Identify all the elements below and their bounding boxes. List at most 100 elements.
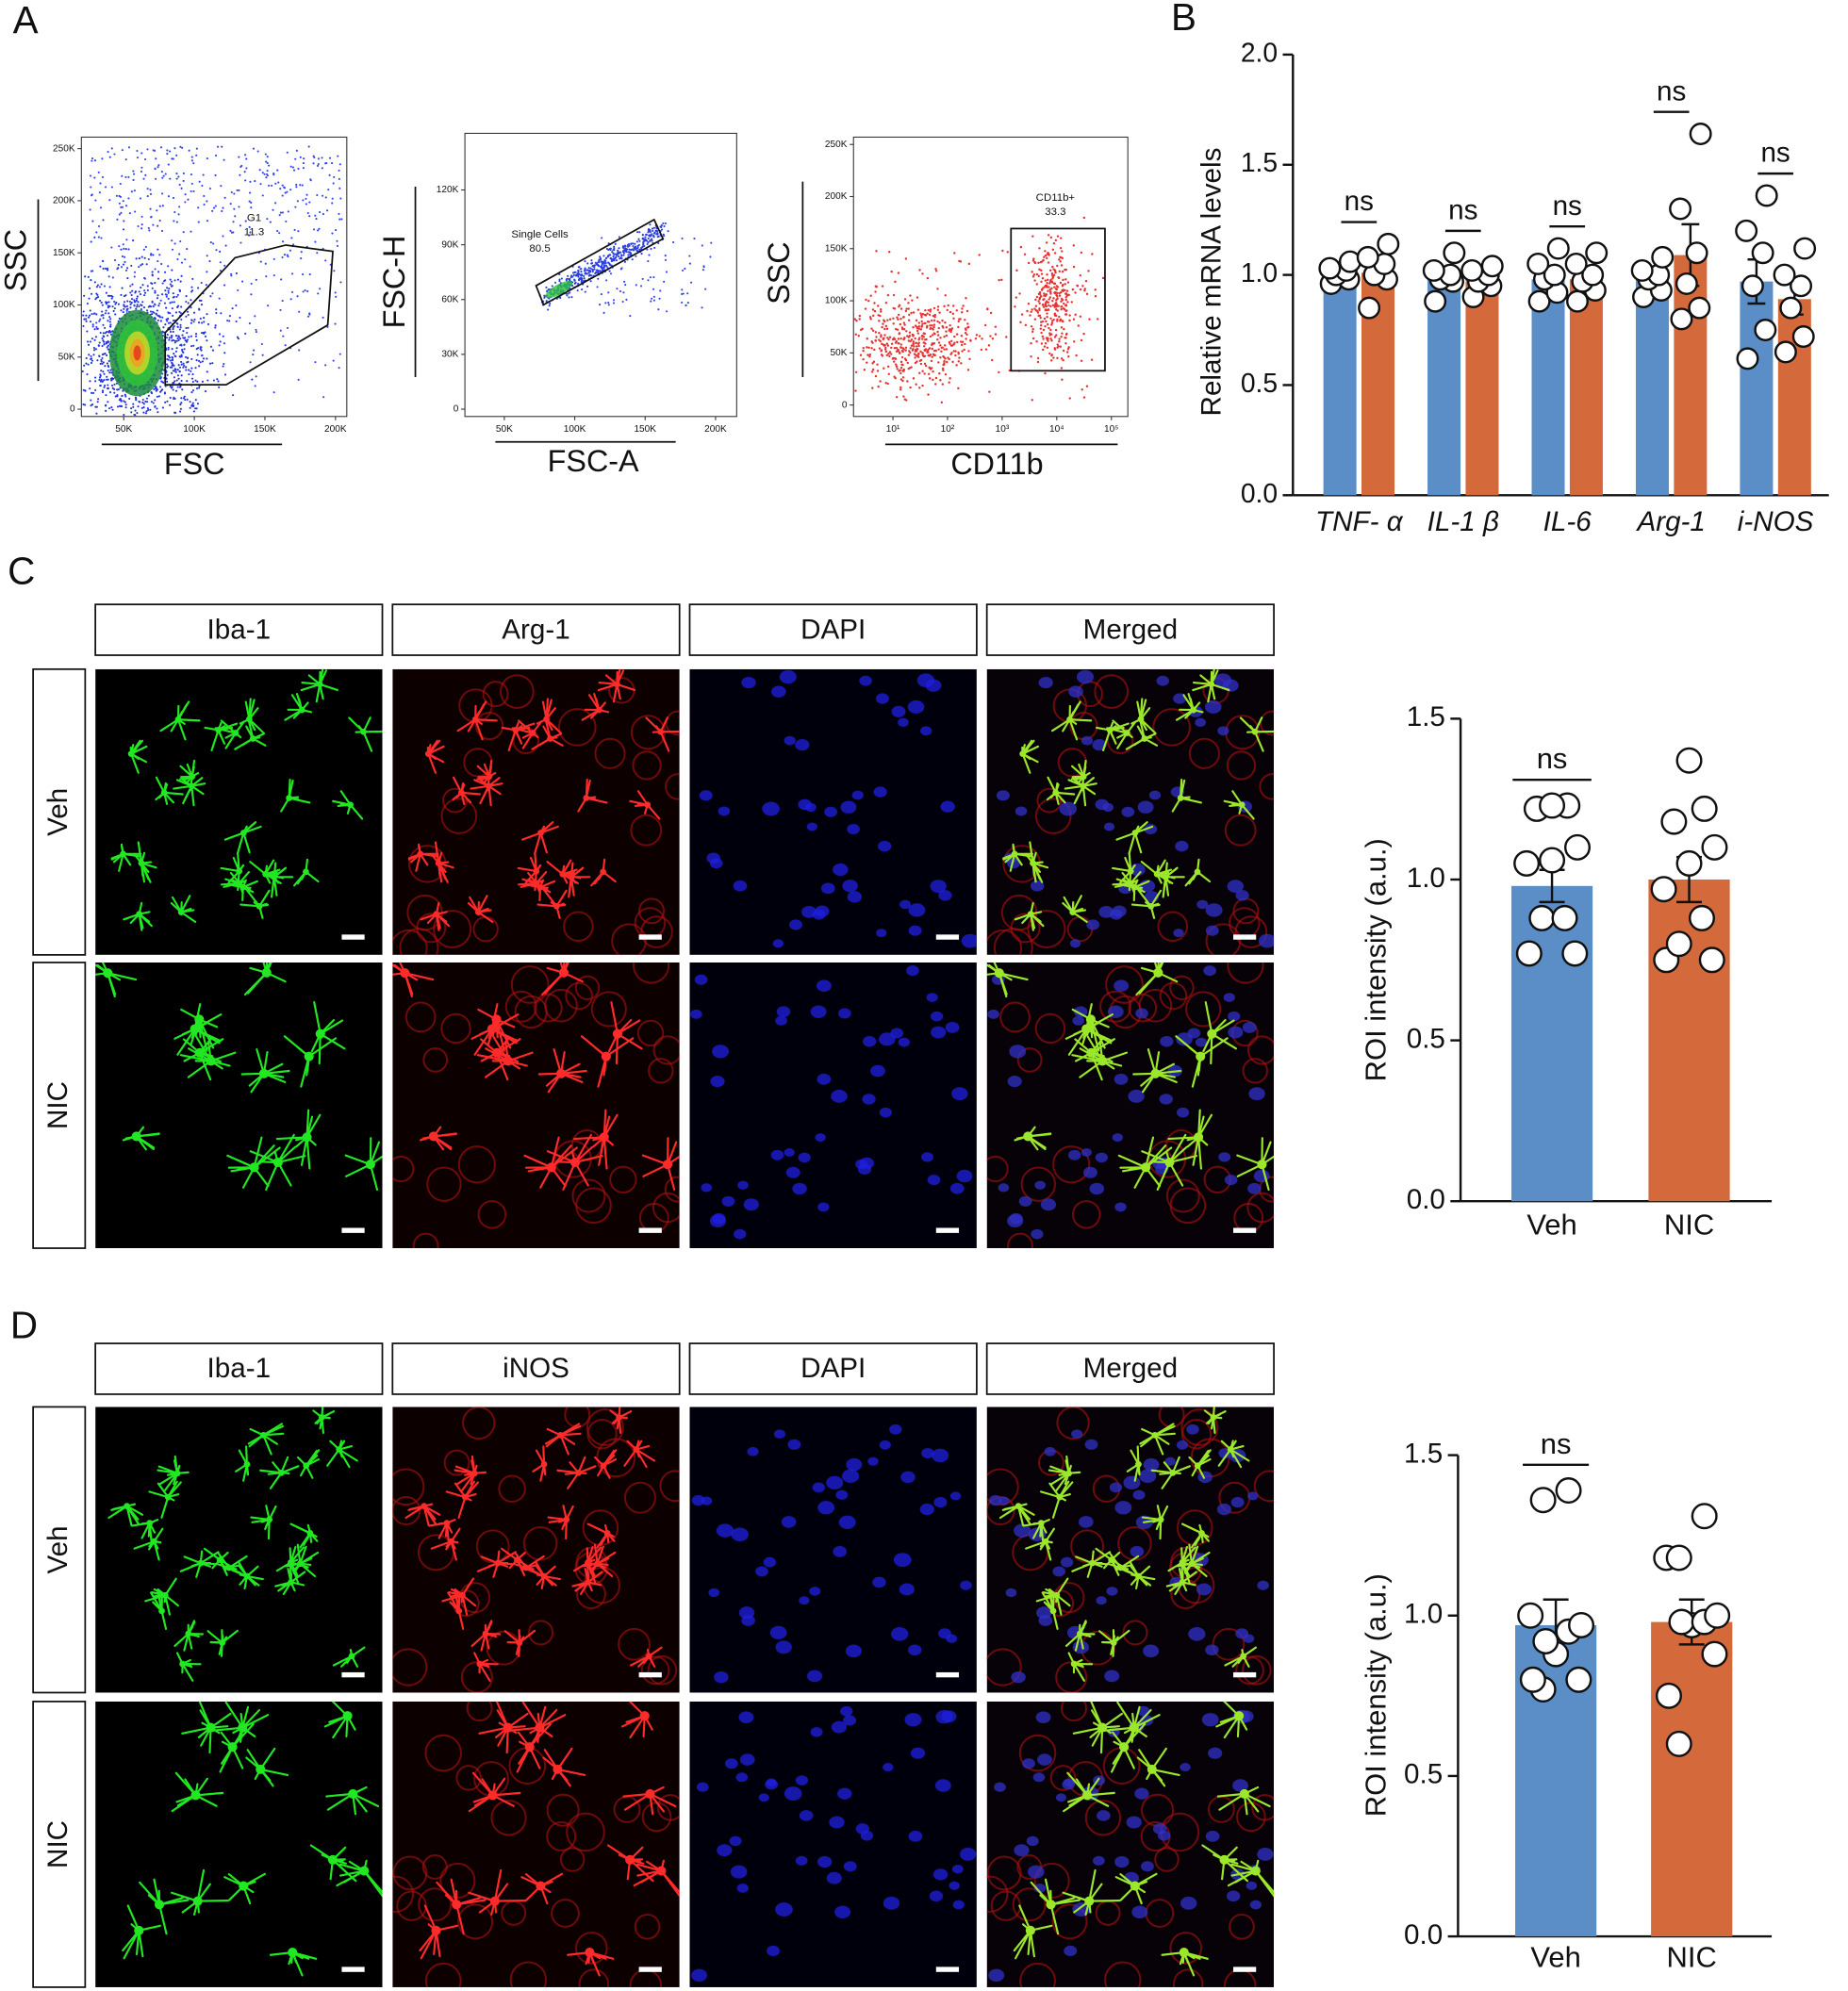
event (1083, 288, 1087, 290)
data-point (1691, 1503, 1718, 1530)
nucleus (789, 919, 802, 930)
event (581, 288, 584, 291)
nucleus (784, 1148, 795, 1157)
event (297, 230, 300, 233)
event (925, 326, 929, 329)
event (201, 184, 204, 188)
event (166, 287, 169, 289)
process (176, 718, 187, 741)
event (101, 304, 104, 306)
x-tick-label: NIC (1667, 1941, 1717, 1974)
event (135, 257, 138, 260)
event (111, 408, 114, 411)
process (305, 1136, 311, 1170)
data-point (1779, 296, 1803, 320)
gate-g1 (164, 244, 334, 386)
event (104, 326, 107, 329)
event (585, 272, 587, 274)
micrograph (95, 962, 383, 1249)
nucleus (908, 925, 922, 936)
event (144, 412, 148, 415)
event (147, 408, 150, 412)
event (326, 325, 329, 329)
event (140, 406, 143, 409)
event (121, 287, 124, 289)
cell-body (648, 1058, 674, 1084)
event (129, 285, 132, 288)
event (106, 354, 108, 357)
event (132, 403, 135, 405)
event (879, 339, 883, 343)
process (1050, 718, 1071, 732)
event (171, 339, 173, 342)
data-point (1581, 263, 1605, 287)
nucleus (951, 1087, 968, 1101)
event (278, 214, 281, 217)
event (915, 354, 917, 356)
process (645, 716, 662, 733)
process (1253, 731, 1264, 752)
event (164, 289, 167, 292)
event (254, 179, 256, 183)
event (1035, 272, 1039, 276)
nucleus (733, 880, 748, 892)
event (91, 323, 94, 326)
event (278, 232, 281, 235)
event (1050, 339, 1053, 342)
cell-body (1071, 1200, 1101, 1229)
event (121, 404, 124, 408)
event (94, 298, 97, 301)
event (184, 355, 188, 358)
event (338, 177, 340, 180)
event (874, 339, 877, 342)
event (125, 308, 128, 311)
event (272, 391, 275, 394)
event (886, 319, 889, 321)
event (1048, 254, 1050, 256)
event (1037, 274, 1040, 278)
event (1046, 312, 1048, 315)
event (173, 354, 176, 357)
nucleus (772, 939, 784, 948)
event (175, 221, 178, 223)
event (1049, 317, 1052, 321)
event (918, 269, 921, 272)
event (1042, 337, 1045, 340)
event (185, 326, 188, 330)
soma (491, 1047, 503, 1058)
event (652, 226, 655, 229)
soma (559, 870, 567, 878)
process (474, 718, 498, 722)
event (154, 168, 157, 171)
event (1048, 332, 1051, 335)
event (125, 309, 128, 312)
event (240, 164, 243, 167)
gate-single (535, 218, 665, 306)
event (949, 324, 951, 327)
event (178, 183, 181, 187)
event (921, 337, 924, 340)
process (434, 841, 440, 864)
event (660, 228, 664, 231)
event (1031, 275, 1035, 278)
soma (261, 967, 272, 978)
event (146, 195, 149, 198)
nucleus (890, 1028, 904, 1039)
y-tick-label: 120K (437, 185, 459, 195)
event (147, 394, 150, 397)
event (159, 386, 162, 388)
event (905, 330, 908, 333)
event (286, 151, 289, 154)
y-tick-label: 0.0 (1404, 1919, 1443, 1950)
event (898, 304, 901, 307)
event (215, 311, 218, 315)
event (636, 250, 639, 253)
event (1040, 269, 1043, 272)
cell-body (563, 911, 594, 943)
event (195, 407, 198, 410)
event (281, 300, 284, 303)
process (1141, 1150, 1171, 1164)
event (1048, 286, 1050, 288)
event (1081, 285, 1084, 288)
event (854, 370, 858, 373)
